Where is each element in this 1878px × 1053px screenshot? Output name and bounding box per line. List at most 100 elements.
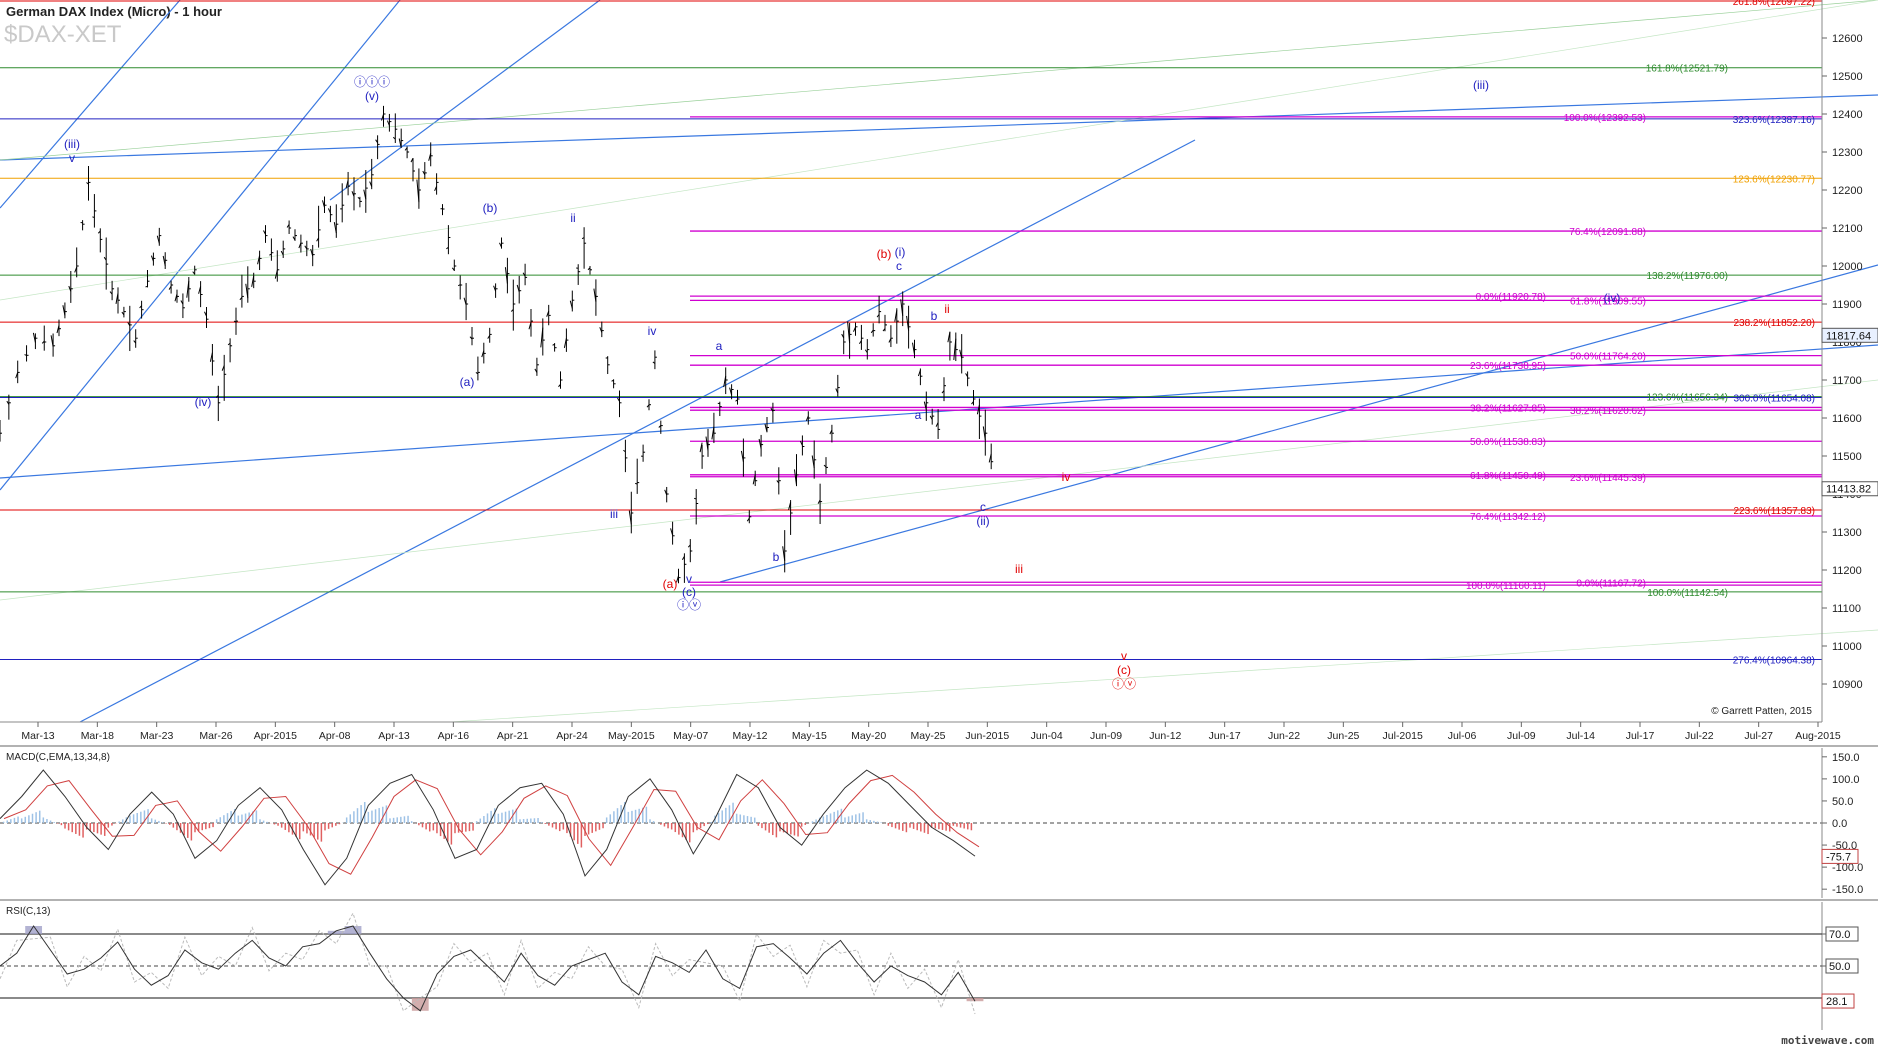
time-tick-label: May-07 — [673, 730, 708, 742]
macd-tick-label: -150.0 — [1832, 884, 1863, 896]
wave-label: (b) — [877, 247, 892, 261]
time-tick-label: May-15 — [792, 730, 827, 742]
svg-text:70.0: 70.0 — [1829, 929, 1850, 941]
time-tick-label: Mar-13 — [21, 730, 54, 742]
price-tick-label: 12500 — [1832, 71, 1863, 83]
fib-level-label: 50.0%(11764.20) — [1570, 352, 1646, 363]
wave-label: (iii) — [64, 137, 80, 151]
price-tick-label: 12600 — [1832, 33, 1863, 45]
svg-text:-75.7: -75.7 — [1826, 851, 1851, 863]
fib-level-label: 276.4%(10964.38) — [1733, 656, 1815, 667]
wave-label: iv — [1062, 470, 1071, 484]
macd-tick-label: 150.0 — [1832, 752, 1860, 764]
current-price-tag: 11413.82 — [1822, 482, 1878, 496]
fib-level-label: 100.0%(11142.54) — [1647, 588, 1728, 599]
time-tick-label: Apr-2015 — [254, 730, 297, 742]
fib-level-label: 300.0%(11654.08) — [1733, 393, 1815, 404]
wave-label: (iii) — [1473, 78, 1489, 92]
current-price-tag: 11817.64 — [1822, 328, 1878, 342]
time-tick-label: Apr-21 — [497, 730, 529, 742]
price-tick-label: 11900 — [1832, 299, 1862, 311]
wave-label: a — [716, 339, 723, 353]
macd-tick-label: -100.0 — [1832, 862, 1863, 874]
time-tick-label: Apr-16 — [438, 730, 470, 742]
price-tick-label: 12400 — [1832, 109, 1863, 121]
price-tick-label: 12200 — [1832, 185, 1863, 197]
wave-label: (iv) — [195, 395, 212, 409]
svg-text:11413.82: 11413.82 — [1826, 484, 1871, 496]
fib-level-label: 100.0%(12392.53) — [1564, 113, 1646, 124]
wave-label: ii — [944, 302, 949, 316]
wave-label: (c) — [682, 585, 696, 599]
time-tick-label: Apr-08 — [319, 730, 351, 742]
svg-text:11817.64: 11817.64 — [1826, 330, 1871, 342]
time-tick-label: Jun-09 — [1090, 730, 1122, 742]
time-tick-label: Jul-17 — [1626, 730, 1655, 742]
fib-level-label: 61.8%(11450.49) — [1470, 471, 1546, 482]
time-tick-label: Jun-2015 — [965, 730, 1009, 742]
wave-label: b — [931, 309, 938, 323]
price-tick-label: 10900 — [1832, 679, 1863, 691]
time-tick-label: Jul-22 — [1685, 730, 1714, 742]
svg-text:50.0: 50.0 — [1829, 961, 1850, 973]
price-bar-open — [635, 483, 637, 484]
svg-text:28.1: 28.1 — [1826, 996, 1847, 1008]
wave-label: ⓘⓥ — [1112, 677, 1136, 691]
time-tick-label: Jul-2015 — [1383, 730, 1423, 742]
wave-label: (iv) — [1604, 291, 1621, 305]
fib-level-label: 323.6%(12387.16) — [1733, 115, 1815, 126]
wave-label: ii — [570, 211, 575, 225]
fib-level-label: 123.6%(11656.34) — [1646, 393, 1728, 404]
watermark: motivewave.com — [1781, 1034, 1874, 1047]
time-tick-label: Apr-13 — [378, 730, 410, 742]
wave-label: (a) — [460, 375, 475, 389]
fib-level-label: 38.2%(11620.62) — [1570, 406, 1646, 417]
fib-level-label: 100.0%(11160.11) — [1466, 581, 1546, 592]
wave-label: iv — [648, 324, 657, 338]
wave-label: (ii) — [976, 514, 989, 528]
wave-label: a — [915, 408, 922, 422]
time-tick-label: May-20 — [851, 730, 886, 742]
time-tick-label: Jun-17 — [1209, 730, 1241, 742]
time-tick-label: May-12 — [732, 730, 767, 742]
price-tick-label: 12300 — [1832, 147, 1863, 159]
time-tick-label: Jul-14 — [1566, 730, 1595, 742]
time-tick-label: Jun-22 — [1268, 730, 1300, 742]
fib-level-label: 0.0%(11920.78) — [1476, 292, 1546, 303]
fib-level-label: 238.2%(11852.20) — [1733, 318, 1815, 329]
time-tick-label: Mar-18 — [81, 730, 114, 742]
fib-level-label: 76.4%(11342.12) — [1470, 512, 1546, 523]
price-bar-open — [92, 217, 94, 218]
time-tick-label: Mar-26 — [199, 730, 232, 742]
fib-level-label: 0.0%(11167.72) — [1576, 578, 1646, 589]
rsi-oversold-fill — [412, 998, 429, 1011]
copyright-note: © Garrett Patten, 2015 — [1711, 706, 1812, 717]
time-tick-label: May-2015 — [608, 730, 655, 742]
fib-level-label: 76.4%(12091.88) — [1569, 227, 1646, 238]
fib-level-label: 38.2%(11627.85) — [1470, 403, 1546, 414]
price-tick-label: 11200 — [1832, 565, 1862, 577]
time-tick-label: Mar-23 — [140, 730, 173, 742]
wave-label: (b) — [483, 201, 498, 215]
wave-label: v — [69, 151, 75, 165]
rsi-overbought-fill — [25, 926, 42, 934]
chart-symbol: $DAX-XET — [4, 21, 122, 48]
price-tick-label: 11600 — [1832, 413, 1862, 425]
time-tick-label: Apr-24 — [556, 730, 588, 742]
price-tick-label: 12000 — [1832, 261, 1863, 273]
fib-level-label: 223.6%(11357.83) — [1733, 506, 1815, 517]
wave-label: (v) — [365, 89, 379, 103]
fib-level-label: 138.2%(11976.00) — [1646, 271, 1728, 282]
price-tick-label: 11500 — [1832, 451, 1862, 463]
wave-label: ⓘⓘⓘ — [354, 75, 390, 89]
wave-label: v — [1121, 649, 1127, 663]
time-tick-label: Jul-09 — [1507, 730, 1536, 742]
time-tick-label: Jun-04 — [1031, 730, 1063, 742]
time-tick-label: May-25 — [910, 730, 945, 742]
fib-level-label: 161.8%(12521.79) — [1646, 64, 1728, 75]
macd-tick-label: 50.0 — [1832, 796, 1853, 808]
wave-label: iii — [610, 507, 618, 521]
fib-level-label: 50.0%(11538.83) — [1470, 437, 1546, 448]
price-tick-label: 11300 — [1832, 527, 1862, 539]
